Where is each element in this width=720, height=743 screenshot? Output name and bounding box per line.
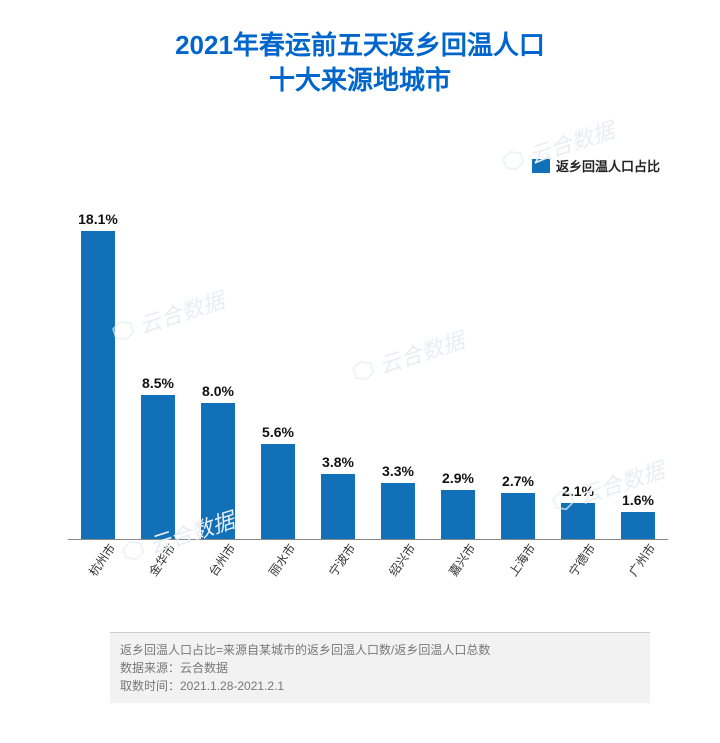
x-axis-labels: 杭州市金华市台州市丽水市宁波市绍兴市嘉兴市上海市宁德市广州市 [68, 540, 668, 590]
x-axis-label: 杭州市 [78, 530, 153, 608]
bar [201, 403, 235, 539]
footnote: 返乡回温人口占比=来源自某城市的返乡回温人口数/返乡回温人口总数 数据来源：云合… [110, 632, 650, 703]
bar-group: 2.1% [548, 483, 608, 539]
bar-group: 1.6% [608, 492, 668, 539]
bar-value-label: 2.7% [502, 473, 534, 489]
bar-group: 18.1% [68, 211, 128, 539]
bar-value-label: 2.9% [442, 470, 474, 486]
chart-title-line2: 十大来源地城市 [0, 63, 720, 98]
x-axis-label: 宁波市 [318, 530, 393, 608]
bar-group: 8.5% [128, 375, 188, 540]
bar-group: 2.9% [428, 470, 488, 539]
bar [321, 474, 355, 539]
bar-group: 3.8% [308, 454, 368, 539]
bar [261, 444, 295, 539]
bar-value-label: 8.0% [202, 383, 234, 399]
legend-swatch [532, 159, 550, 173]
bar [381, 483, 415, 539]
bar [81, 231, 115, 539]
bar-value-label: 8.5% [142, 375, 174, 391]
chart-title: 2021年春运前五天返乡回温人口 十大来源地城市 [0, 0, 720, 98]
bar-chart: 18.1% 8.5% 8.0% 5.6% 3.8% 3.3% 2.9% 2.7% 2.1% 1.6… [68, 200, 668, 590]
footnote-line2: 数据来源：云合数据 [120, 659, 640, 677]
bar-group: 2.7% [488, 473, 548, 539]
x-axis-label: 广州市 [618, 530, 693, 608]
x-axis-label: 丽水市 [258, 530, 333, 608]
legend-label: 返乡回温人口占比 [556, 156, 660, 175]
bar-value-label: 18.1% [78, 211, 118, 227]
bar-value-label: 5.6% [262, 424, 294, 440]
bar-value-label: 1.6% [622, 492, 654, 508]
x-axis-label: 宁德市 [558, 530, 633, 608]
plot-area: 18.1% 8.5% 8.0% 5.6% 3.8% 3.3% 2.9% 2.7% 2.1% 1.6… [68, 200, 668, 540]
x-axis-label: 嘉兴市 [438, 530, 513, 608]
bar [141, 395, 175, 540]
footnote-line1: 返乡回温人口占比=来源自某城市的返乡回温人口数/返乡回温人口总数 [120, 641, 640, 659]
footnote-line3: 取数时间：2021.1.28-2021.2.1 [120, 677, 640, 695]
bar-group: 8.0% [188, 383, 248, 539]
bar-group: 3.3% [368, 463, 428, 539]
bar-group: 5.6% [248, 424, 308, 539]
x-axis-label: 上海市 [498, 530, 573, 608]
x-axis-label: 金华市 [138, 530, 213, 608]
bar-value-label: 3.3% [382, 463, 414, 479]
bar-value-label: 2.1% [562, 483, 594, 499]
bar-value-label: 3.8% [322, 454, 354, 470]
x-axis-label: 台州市 [198, 530, 273, 608]
chart-title-line1: 2021年春运前五天返乡回温人口 [0, 28, 720, 63]
legend: 返乡回温人口占比 [532, 156, 660, 175]
x-axis-label: 绍兴市 [378, 530, 453, 608]
